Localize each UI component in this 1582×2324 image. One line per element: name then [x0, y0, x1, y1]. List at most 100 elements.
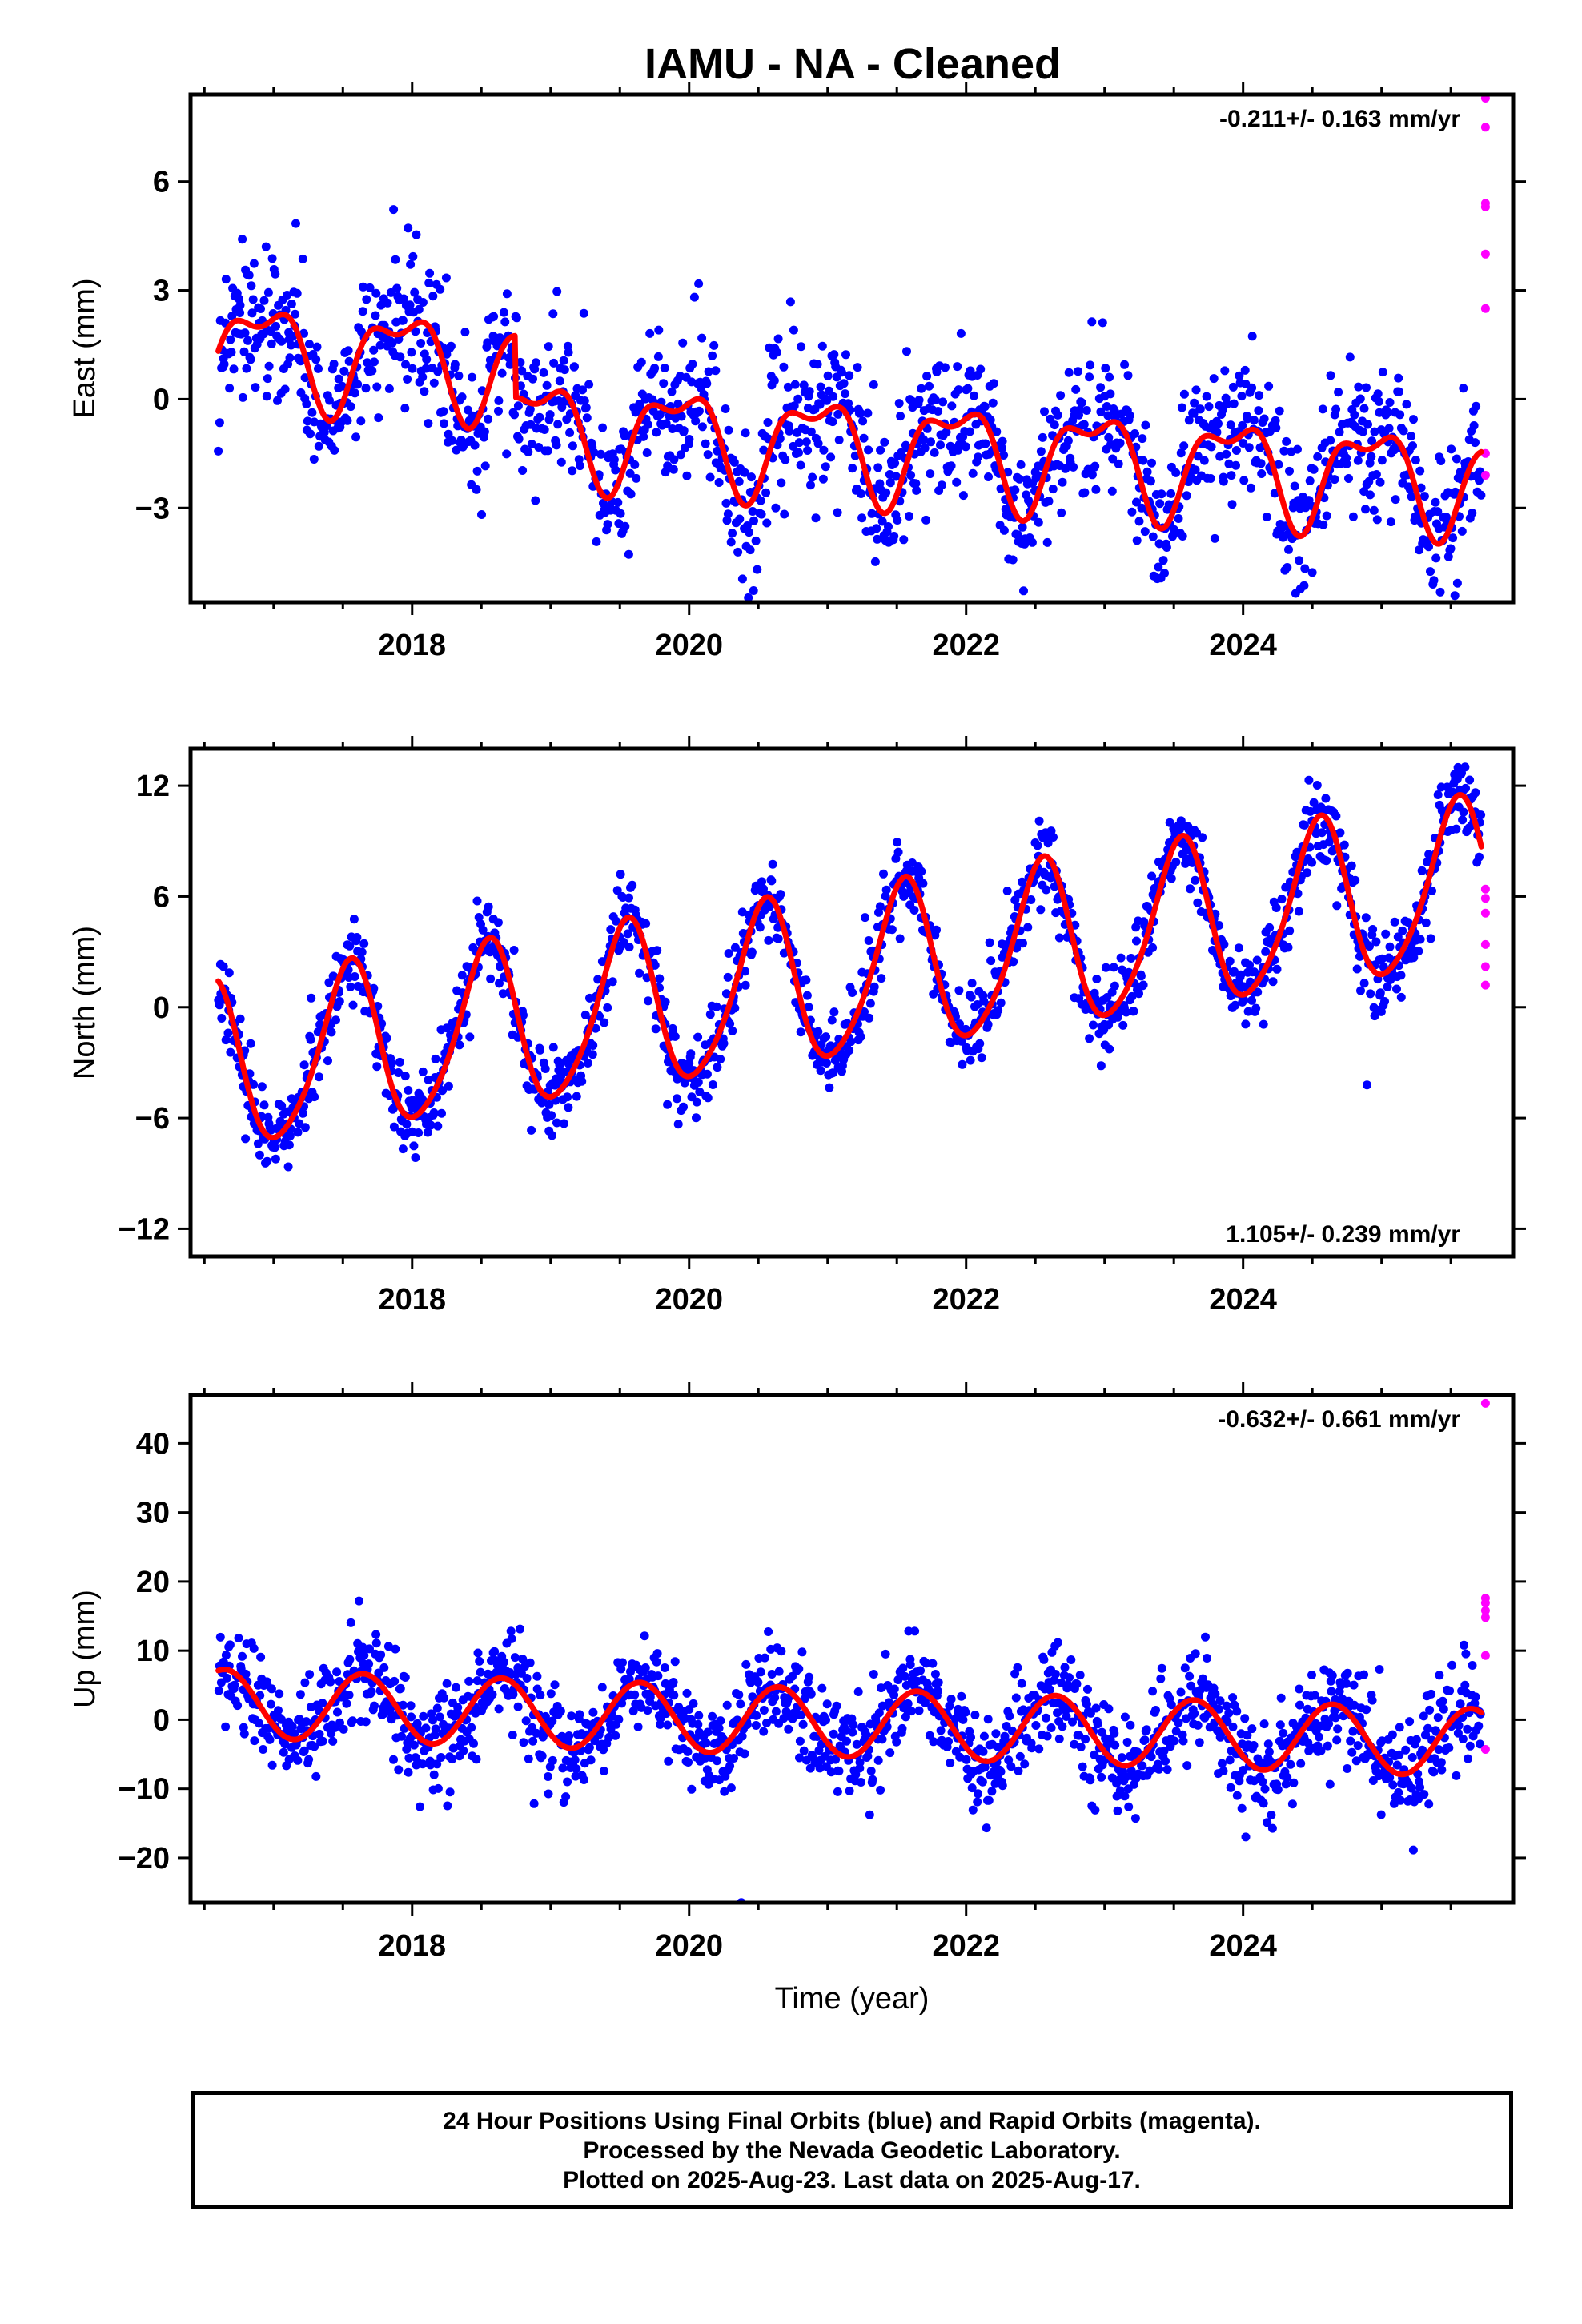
north-final-point: [424, 1075, 433, 1084]
east-final-point: [1063, 436, 1073, 445]
north-final-point: [327, 1027, 336, 1037]
east-final-point: [262, 392, 271, 401]
up-final-point: [990, 1779, 1000, 1788]
up-final-point: [756, 1667, 765, 1677]
east-final-point: [302, 400, 311, 408]
east-final-point: [837, 368, 846, 377]
north-final-point: [353, 982, 363, 991]
east-final-point: [1138, 456, 1148, 465]
up-final-point: [1303, 1738, 1313, 1747]
up-final-point: [1091, 1703, 1101, 1713]
north-final-point: [1096, 1061, 1106, 1071]
up-rapid-point: [1480, 1613, 1490, 1622]
up-final-point: [684, 1758, 693, 1767]
up-final-point: [771, 1707, 781, 1716]
up-final-point: [877, 1735, 887, 1744]
east-final-point: [848, 464, 857, 473]
up-final-point: [1343, 1668, 1352, 1678]
up-final-point: [1411, 1735, 1421, 1744]
east-final-point: [603, 520, 612, 529]
east-final-point: [785, 426, 794, 436]
north-final-point: [418, 1067, 428, 1076]
east-final-point: [1345, 352, 1355, 362]
east-final-point: [1342, 459, 1351, 468]
east-final-point: [1061, 464, 1070, 473]
east-final-point: [920, 444, 930, 453]
north-final-point: [829, 1068, 837, 1078]
east-final-point: [748, 507, 757, 516]
up-final-point: [892, 1737, 901, 1747]
north-final-point: [1381, 929, 1391, 939]
up-final-point: [748, 1692, 757, 1702]
up-final-point: [904, 1626, 913, 1636]
north-rapid-point: [1480, 962, 1490, 971]
east-final-point: [653, 352, 663, 361]
east-final-point: [1457, 526, 1467, 536]
east-final-point: [306, 429, 315, 439]
north-final-point: [544, 1100, 554, 1109]
north-final-point: [263, 1112, 273, 1122]
east-final-point: [1384, 424, 1394, 433]
up-final-point: [396, 1683, 405, 1693]
east-final-point: [1259, 414, 1269, 424]
east-final-point: [1237, 392, 1247, 401]
east-final-point: [806, 427, 816, 436]
up-final-point: [1017, 1679, 1026, 1688]
east-final-point: [630, 460, 640, 469]
east-final-point: [801, 437, 811, 447]
east-final-point: [267, 254, 277, 263]
up-final-point: [1435, 1671, 1444, 1680]
up-final-point: [546, 1689, 556, 1699]
up-final-point: [1387, 1730, 1397, 1739]
up-final-point: [725, 1761, 735, 1771]
east-rapid-point: [1480, 249, 1490, 259]
east-final-point: [624, 549, 633, 559]
east-final-point: [1452, 578, 1462, 588]
north-final-point: [801, 975, 811, 985]
up-y-tick-label: 20: [136, 1566, 170, 1599]
up-final-point: [1263, 1739, 1273, 1749]
east-final-point: [1235, 371, 1244, 380]
east-final-point: [531, 358, 540, 368]
east-final-point: [1247, 332, 1257, 341]
north-final-point: [285, 1132, 295, 1140]
east-final-point: [942, 428, 951, 437]
north-final-point: [299, 1060, 309, 1070]
up-final-point: [475, 1656, 484, 1666]
east-final-point: [721, 498, 731, 508]
east-final-point: [1140, 527, 1150, 537]
up-final-point: [1050, 1670, 1060, 1679]
up-final-point: [433, 1783, 443, 1793]
north-final-point: [1166, 874, 1176, 883]
up-final-point: [428, 1715, 437, 1725]
north-final-point: [1191, 875, 1200, 885]
north-final-point: [1335, 828, 1345, 838]
east-final-point: [1471, 438, 1480, 448]
north-final-point: [958, 1059, 967, 1069]
east-final-point: [974, 452, 983, 462]
up-final-point: [406, 1701, 416, 1711]
up-final-point: [1283, 1772, 1292, 1782]
north-final-point: [306, 1035, 315, 1044]
up-final-point: [652, 1649, 662, 1659]
north-final-point: [644, 996, 653, 1006]
east-final-point: [483, 338, 492, 348]
north-final-point: [345, 941, 355, 951]
north-final-point: [1304, 775, 1314, 785]
up-final-point: [359, 1651, 369, 1660]
north-final-point: [1365, 942, 1374, 951]
up-final-point: [1113, 1806, 1122, 1815]
north-final-point: [1303, 868, 1312, 878]
east-final-point: [322, 421, 331, 431]
north-final-point: [257, 1082, 267, 1092]
up-final-point: [274, 1706, 283, 1715]
up-final-point: [933, 1687, 942, 1696]
up-final-point: [1011, 1693, 1021, 1703]
east-final-point: [527, 440, 536, 449]
east-final-point: [1383, 408, 1392, 417]
east-final-point: [744, 593, 753, 602]
up-final-point: [1239, 1766, 1248, 1775]
east-final-point: [1375, 397, 1383, 406]
east-final-point: [1138, 434, 1147, 444]
north-final-point: [957, 1036, 966, 1046]
